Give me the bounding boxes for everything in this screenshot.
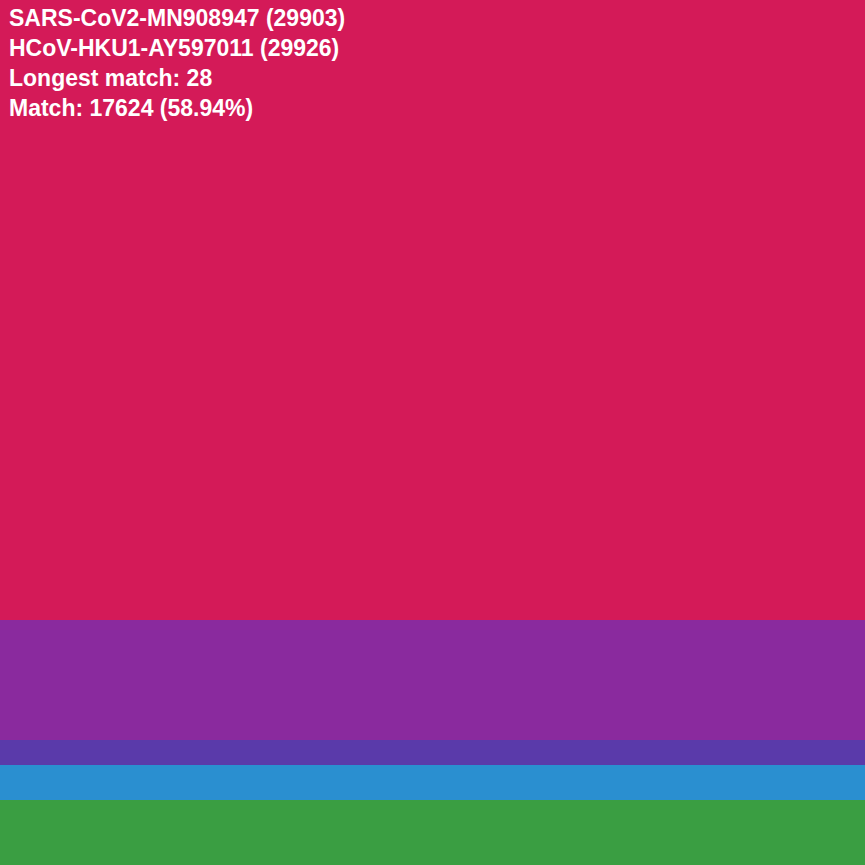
svg-text:SARS-CoV2-MN908947 (29903)HCoV: SARS-CoV2-MN908947 (29903)HCoV-HKU1-AY59… <box>9 5 345 121</box>
